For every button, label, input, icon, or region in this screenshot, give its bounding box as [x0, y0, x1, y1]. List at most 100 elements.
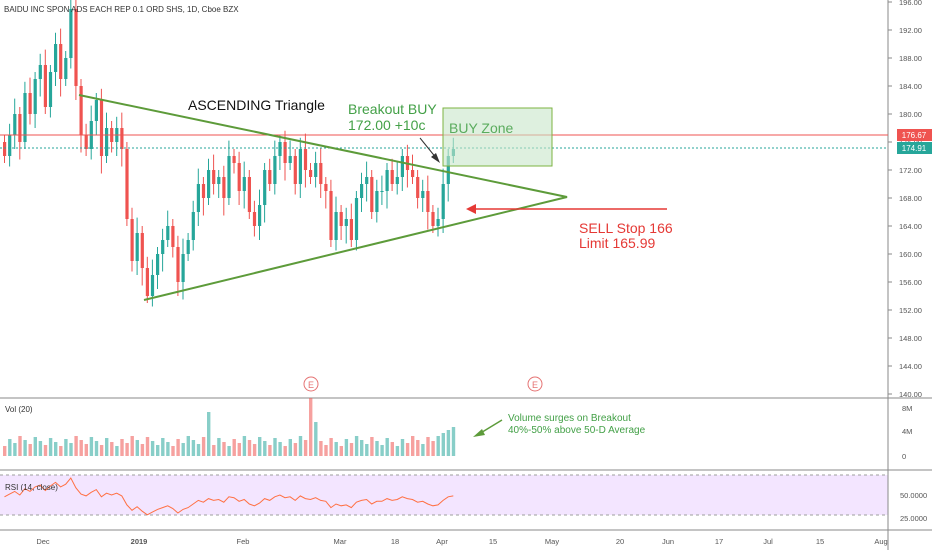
time-axis[interactable]: Dec 2019 Feb Mar 18 Apr 15 May 20 Jun 17 Jul 15 Aug	[36, 537, 887, 546]
volume-bar	[74, 436, 78, 456]
candle-body	[227, 156, 231, 198]
time-axis-label: May	[545, 537, 559, 546]
candle-body	[28, 93, 32, 114]
candle-body	[431, 212, 435, 226]
volume-pane-title[interactable]: Vol (20)	[5, 405, 33, 414]
volume-bar	[105, 438, 109, 456]
volume-bar	[28, 444, 32, 456]
candle-body	[18, 114, 22, 142]
time-axis-label: 2019	[131, 537, 148, 546]
candle-body	[416, 177, 420, 198]
time-axis-label: 17	[715, 537, 723, 546]
ascending-triangle-drawing[interactable]	[78, 94, 568, 301]
volume-bar	[79, 440, 83, 456]
volume-bar	[416, 440, 420, 456]
volume-bar	[181, 443, 185, 456]
volume-bar	[303, 440, 308, 456]
volume-bar	[3, 446, 7, 456]
volume-bar	[252, 444, 257, 456]
volume-bar	[405, 443, 410, 456]
buy-zone-rectangle[interactable]	[442, 107, 553, 167]
volume-bar	[370, 437, 374, 456]
candle-body	[125, 149, 129, 219]
volume-bar	[421, 444, 425, 456]
candle-body	[385, 170, 389, 191]
volume-bar	[217, 438, 221, 456]
volume-note-arrowhead	[473, 429, 485, 437]
candle-body	[74, 9, 78, 86]
candle-body	[237, 163, 241, 191]
candle-body	[349, 219, 353, 240]
candle-body	[3, 142, 7, 156]
time-axis-label: Mar	[334, 537, 347, 546]
price-axis-label: 188.00	[899, 54, 922, 63]
candle-body	[395, 177, 399, 184]
volume-bar	[135, 440, 139, 456]
volume-bar	[395, 446, 400, 456]
volume-bar	[94, 441, 99, 456]
volume-bar	[278, 442, 282, 456]
price-badge-red: 176.67	[897, 129, 932, 141]
candle-body	[247, 177, 251, 212]
volume-bar	[64, 439, 68, 456]
volume-bar	[59, 446, 63, 456]
symbol-title[interactable]: BAIDU INC SPON ADS EACH REP 0.1 ORD SHS,…	[4, 5, 239, 14]
candle-body	[324, 184, 328, 191]
candle-body	[441, 184, 445, 219]
earnings-marker-label: E	[532, 380, 538, 390]
volume-bar	[354, 436, 359, 456]
candle-body	[426, 191, 430, 212]
candle-body	[145, 268, 149, 296]
time-axis-label: 15	[489, 537, 497, 546]
earnings-marker-label: E	[308, 380, 314, 390]
volume-bar	[48, 438, 53, 456]
volume-bar	[222, 442, 226, 456]
volume-bar	[156, 445, 160, 456]
volume-bar	[314, 422, 318, 456]
volume-bar	[84, 444, 88, 456]
candle-body	[176, 247, 180, 282]
volume-bar	[166, 442, 170, 456]
candle-body	[69, 9, 73, 58]
candle-body	[283, 142, 287, 163]
volume-bar	[140, 444, 145, 456]
price-axis-label: 192.00	[899, 26, 922, 35]
volume-bar	[176, 439, 180, 456]
rsi-band	[0, 475, 888, 515]
candle-body	[303, 149, 308, 170]
pattern-title-label: ASCENDING Triangle	[188, 97, 325, 113]
candle-body	[242, 177, 246, 191]
earnings-marker-1[interactable]: E	[303, 376, 319, 392]
candle-body	[13, 114, 17, 135]
volume-bar	[232, 439, 236, 456]
candle-body	[334, 212, 338, 240]
breakout-label-line2: 172.00 +10c	[348, 117, 425, 133]
candle-body	[181, 254, 185, 282]
volume-bar	[390, 442, 394, 456]
volume-bar	[339, 446, 343, 456]
price-axis[interactable]: 196.00192.00188.00184.00180.00176.00172.…	[888, 0, 922, 399]
price-axis-label: 164.00	[899, 222, 922, 231]
candle-body	[166, 226, 170, 240]
rsi-line	[4, 477, 454, 516]
volume-bar	[426, 437, 430, 456]
price-axis-label: 168.00	[899, 194, 922, 203]
candle-body	[293, 156, 297, 184]
candle-body	[446, 156, 450, 184]
candle-body	[365, 177, 369, 184]
candle-body	[288, 156, 292, 163]
rsi-pane-title[interactable]: RSI (14, close)	[5, 483, 58, 492]
time-axis-label: 18	[391, 537, 399, 546]
rsi-axis-label: 25.0000	[900, 514, 927, 523]
volume-axis-label: 0	[902, 452, 906, 461]
volume-bar	[400, 439, 405, 456]
candle-body	[380, 191, 384, 192]
candle-body	[84, 135, 88, 149]
earnings-marker-2[interactable]: E	[527, 376, 543, 392]
candle-body	[43, 65, 47, 107]
volume-bar	[268, 445, 272, 456]
candle-body	[105, 128, 109, 156]
candle-body	[390, 170, 394, 184]
candle-body	[94, 100, 98, 121]
